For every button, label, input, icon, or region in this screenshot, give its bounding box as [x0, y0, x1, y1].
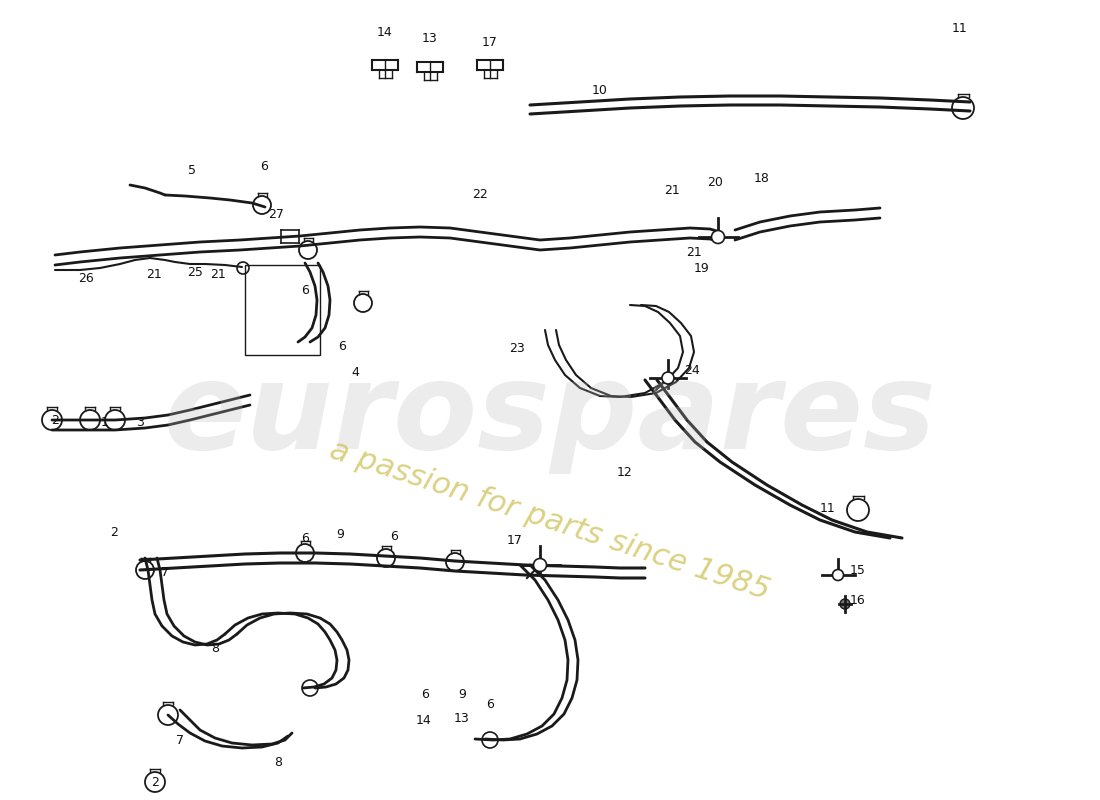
- Text: 6: 6: [260, 161, 268, 174]
- Text: 2: 2: [151, 775, 158, 789]
- Text: 2: 2: [110, 526, 118, 539]
- Circle shape: [840, 599, 850, 609]
- Text: 8: 8: [211, 642, 219, 654]
- Text: 11: 11: [821, 502, 836, 514]
- Text: 16: 16: [850, 594, 866, 606]
- Text: 21: 21: [686, 246, 702, 259]
- Text: 5: 5: [188, 163, 196, 177]
- Text: 21: 21: [210, 267, 225, 281]
- Text: 10: 10: [592, 83, 608, 97]
- Text: 2: 2: [51, 414, 59, 426]
- Text: 25: 25: [187, 266, 202, 278]
- Text: 20: 20: [707, 177, 723, 190]
- Text: 4: 4: [351, 366, 359, 378]
- Text: 9: 9: [458, 689, 466, 702]
- Text: 6: 6: [338, 339, 345, 353]
- Text: 13: 13: [454, 711, 470, 725]
- Text: 19: 19: [694, 262, 710, 274]
- Bar: [245, 265, 320, 355]
- Text: 8: 8: [274, 755, 282, 769]
- Circle shape: [712, 230, 725, 243]
- Text: 13: 13: [422, 31, 438, 45]
- Text: 6: 6: [390, 530, 398, 543]
- Text: 6: 6: [486, 698, 494, 711]
- Text: 15: 15: [850, 563, 866, 577]
- Text: 27: 27: [268, 209, 284, 222]
- Circle shape: [833, 570, 844, 581]
- Text: eurospares: eurospares: [164, 358, 936, 474]
- Text: 17: 17: [507, 534, 522, 546]
- Circle shape: [662, 372, 674, 384]
- Text: 6: 6: [301, 283, 309, 297]
- Text: 6: 6: [301, 531, 309, 545]
- Text: 24: 24: [684, 363, 700, 377]
- Text: 11: 11: [953, 22, 968, 34]
- Text: 22: 22: [472, 189, 488, 202]
- Text: 17: 17: [482, 37, 498, 50]
- Text: 7: 7: [161, 566, 169, 578]
- Text: 9: 9: [337, 529, 344, 542]
- Text: 23: 23: [509, 342, 525, 354]
- Text: 21: 21: [664, 183, 680, 197]
- Text: 14: 14: [416, 714, 432, 726]
- Text: 6: 6: [421, 689, 429, 702]
- Text: 18: 18: [755, 171, 770, 185]
- Text: 1: 1: [101, 415, 109, 429]
- Text: 12: 12: [617, 466, 632, 478]
- Text: 26: 26: [78, 271, 94, 285]
- Text: 14: 14: [377, 26, 393, 39]
- Text: 3: 3: [136, 415, 144, 429]
- Circle shape: [534, 558, 547, 571]
- Text: a passion for parts since 1985: a passion for parts since 1985: [327, 435, 773, 605]
- Text: 7: 7: [176, 734, 184, 746]
- Text: 21: 21: [146, 267, 162, 281]
